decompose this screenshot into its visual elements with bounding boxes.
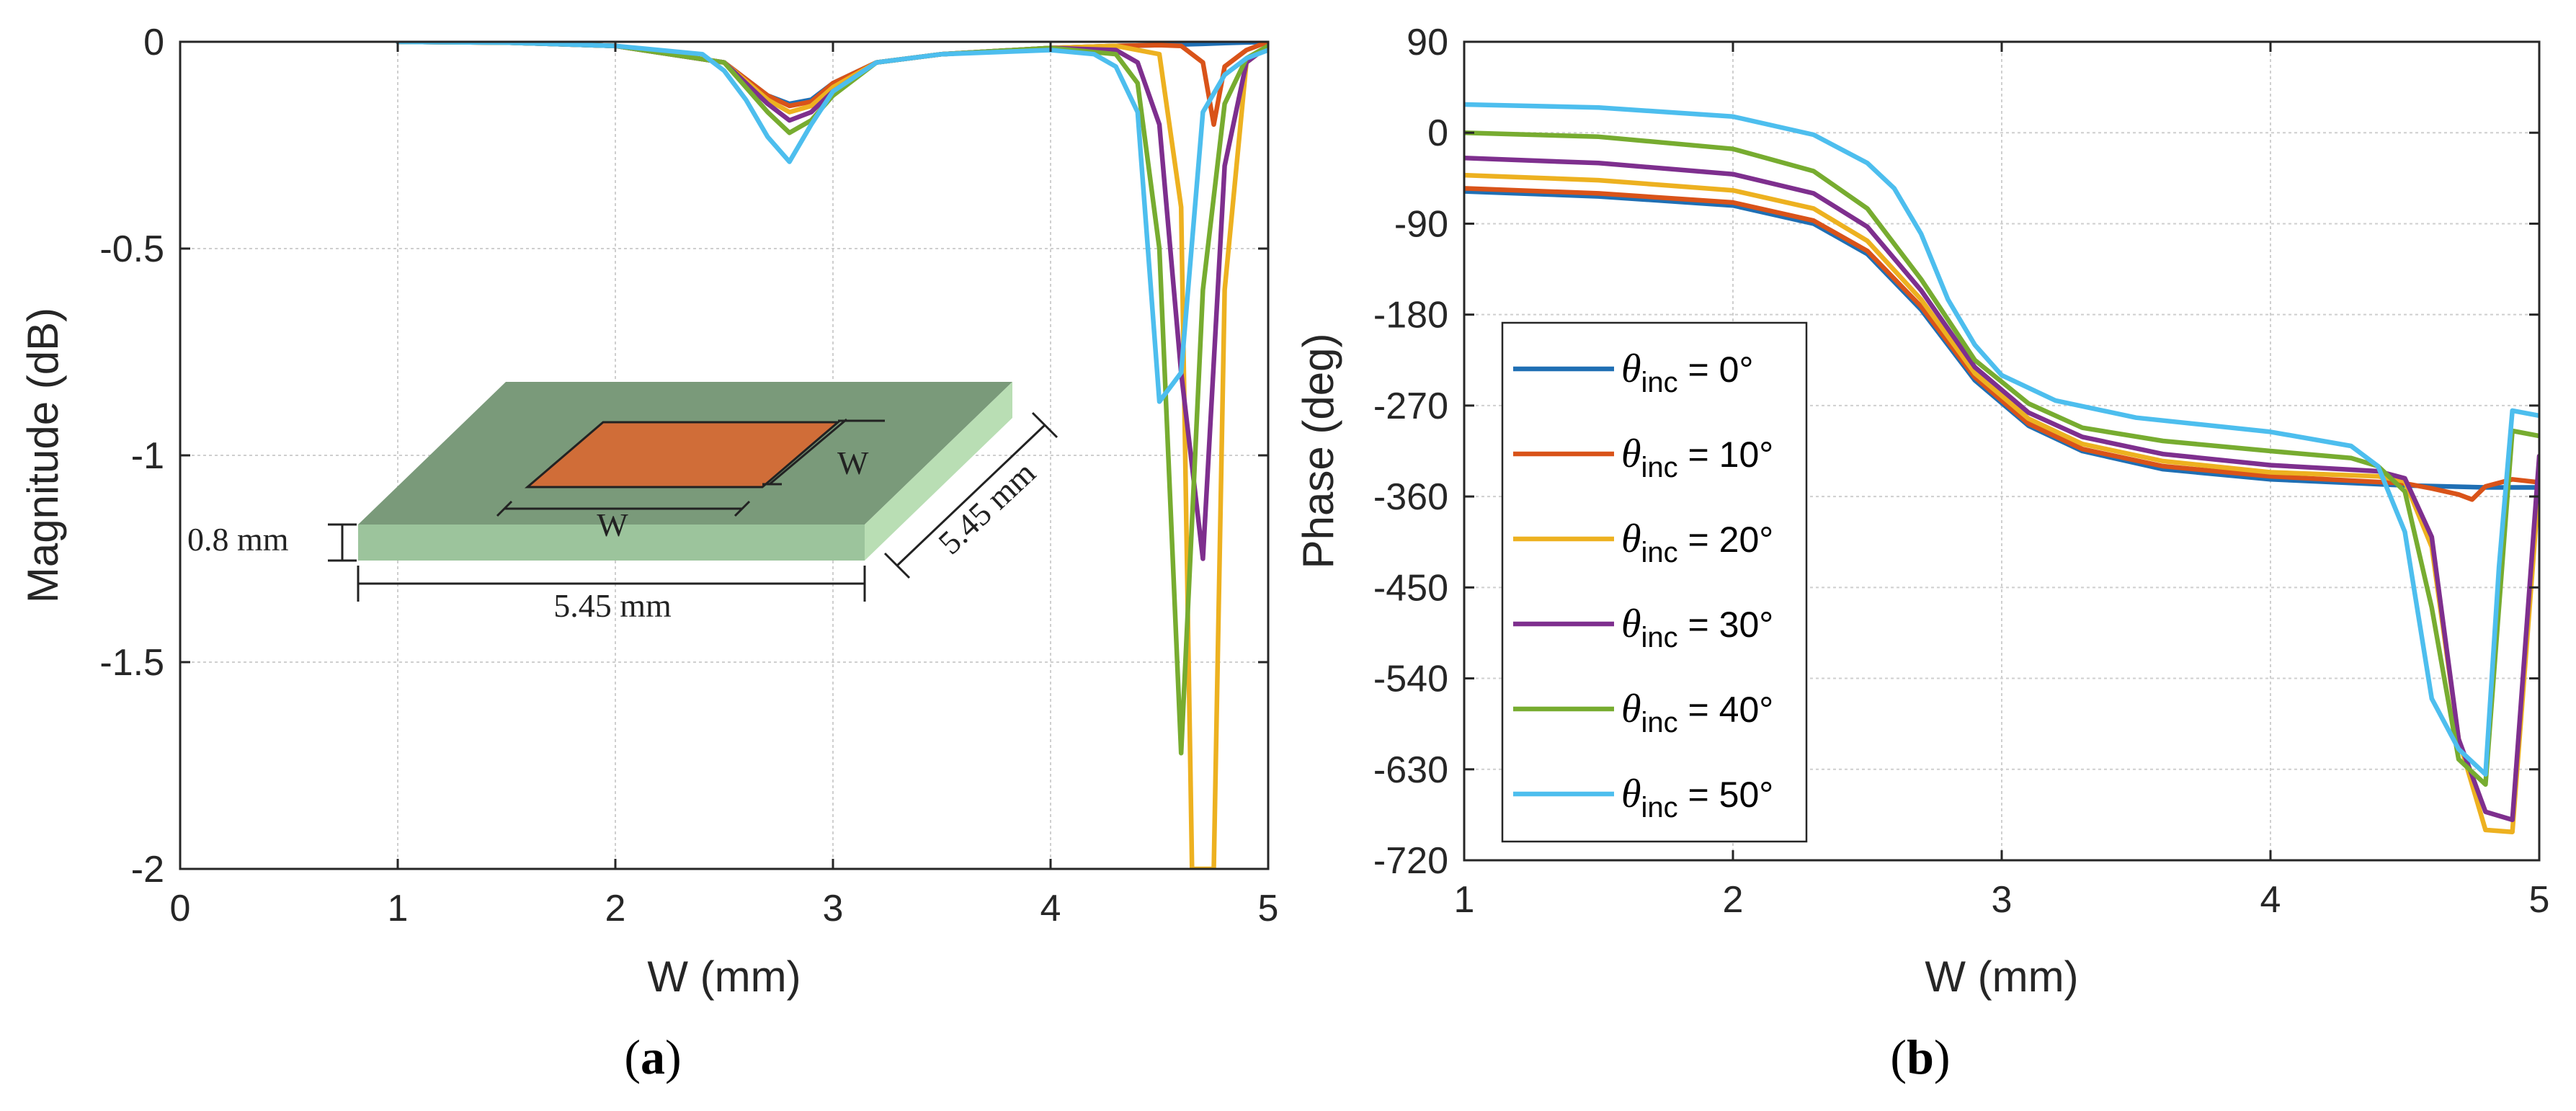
panel-a-caption-letter: a bbox=[641, 1030, 665, 1084]
panel-b-caption-letter: b bbox=[1907, 1030, 1934, 1084]
panel-b-xtick-label: 4 bbox=[2260, 879, 2281, 921]
panel-b-ytick-label: -720 bbox=[1373, 840, 1448, 882]
substrate-side-face bbox=[865, 382, 1012, 561]
dim-tick bbox=[496, 500, 513, 517]
panel-a-ytick-label: -1 bbox=[131, 435, 164, 477]
panel-b-series-line-5 bbox=[1464, 102, 2539, 777]
panel-b-ytick-label: -450 bbox=[1373, 567, 1448, 609]
panel-b-ytick-label: -180 bbox=[1373, 295, 1448, 336]
substrate-inset: W W 0.8 mm 5.45 mm 5.45 mm bbox=[187, 382, 1059, 624]
panel-a-ticks: 0 1 2 3 4 5 0 -0.5 -1 -1.5 -2 bbox=[99, 22, 1278, 929]
dim-tick bbox=[734, 500, 751, 517]
patch bbox=[524, 421, 842, 488]
panel-a-ylabel: Magnitude (dB) bbox=[19, 308, 67, 603]
panel-a-ytick-label: 0 bbox=[143, 22, 164, 63]
legend-label: θinc = 30° bbox=[1621, 602, 1773, 653]
panel-b-ytick-label: -90 bbox=[1394, 203, 1448, 245]
panel-a-caption: (a) bbox=[624, 1030, 681, 1084]
panel-a-magnitude-chart: 0 1 2 3 4 5 0 -0.5 -1 -1.5 -2 W (mm) Magnitude (dB… bbox=[19, 22, 1278, 1084]
panel-b-ytick-label: -360 bbox=[1373, 476, 1448, 518]
legend-label: θinc = 10° bbox=[1621, 432, 1773, 483]
panel-b-phase-chart: 1 2 3 4 5900-90-180-270-360-450-540-630-720 … bbox=[1294, 22, 2549, 1084]
panel-a-xlabel: W (mm) bbox=[647, 952, 801, 1001]
panel-b-legend: θinc = 0° θinc = 10° θinc = 20° θinc = 30° θ… bbox=[1501, 321, 1808, 843]
panel-a-xtick-label: 0 bbox=[170, 888, 191, 929]
panel-a-series bbox=[395, 42, 1268, 869]
panel-b-ticks: 1 2 3 4 5 90 0 -90 -180 -270 -360 -450 -540 -630 -720 bbox=[1373, 22, 2550, 921]
panel-a-xtick-label: 1 bbox=[388, 888, 409, 929]
inset-label-width: 5.45 mm bbox=[553, 587, 672, 624]
panel-a-xtick-label: 3 bbox=[823, 888, 844, 929]
panel-b-caption: (b) bbox=[1890, 1030, 1950, 1084]
dim-line-depth bbox=[896, 424, 1046, 567]
legend-label: θinc = 0° bbox=[1621, 347, 1753, 398]
panel-b-ytick-label: 90 bbox=[1407, 22, 1448, 63]
panel-b-xtick-label: 3 bbox=[1992, 879, 2013, 921]
panel-b-series bbox=[1464, 102, 2539, 834]
panel-b-xtick-label: 1 bbox=[1454, 879, 1475, 921]
substrate-front-face bbox=[358, 525, 865, 561]
panel-b-xtick-label: 2 bbox=[1723, 879, 1744, 921]
panel-b-ylabel: Phase (deg) bbox=[1294, 334, 1342, 569]
dim-tick bbox=[883, 552, 911, 579]
panel-a-ytick-label: -1.5 bbox=[99, 642, 164, 684]
panel-a-xtick-label: 4 bbox=[1040, 888, 1061, 929]
panel-b-xlabel: W (mm) bbox=[1925, 952, 2078, 1001]
panel-b-series-line-4 bbox=[1464, 130, 2539, 787]
legend-label: θinc = 40° bbox=[1621, 687, 1773, 739]
panel-b-ytick-label: -630 bbox=[1373, 749, 1448, 791]
panel-a-xtick-label: 2 bbox=[605, 888, 626, 929]
panel-b-ytick-label: 0 bbox=[1427, 112, 1448, 154]
inset-label-thickness: 0.8 mm bbox=[187, 521, 289, 558]
inset-label-w-bottom: W bbox=[597, 507, 628, 543]
panel-b-ytick-label: -270 bbox=[1373, 385, 1448, 427]
panel-b-xtick-label: 5 bbox=[2529, 879, 2550, 921]
legend-box bbox=[1501, 321, 1808, 843]
panel-b-ytick-label: -540 bbox=[1373, 659, 1448, 700]
legend-label: θinc = 20° bbox=[1621, 517, 1773, 568]
dim-line-w-right bbox=[769, 418, 847, 486]
panel-a-series-line-5 bbox=[395, 42, 1268, 404]
inset-label-w-right: W bbox=[837, 445, 869, 481]
dim-tick bbox=[1031, 411, 1059, 439]
panel-a-ytick-label: -2 bbox=[131, 849, 164, 891]
panel-a-ytick-label: -0.5 bbox=[99, 228, 164, 270]
panel-b-series-line-1 bbox=[1464, 186, 2539, 502]
legend-label: θinc = 50° bbox=[1621, 772, 1773, 824]
panel-a-xtick-label: 5 bbox=[1258, 888, 1279, 929]
